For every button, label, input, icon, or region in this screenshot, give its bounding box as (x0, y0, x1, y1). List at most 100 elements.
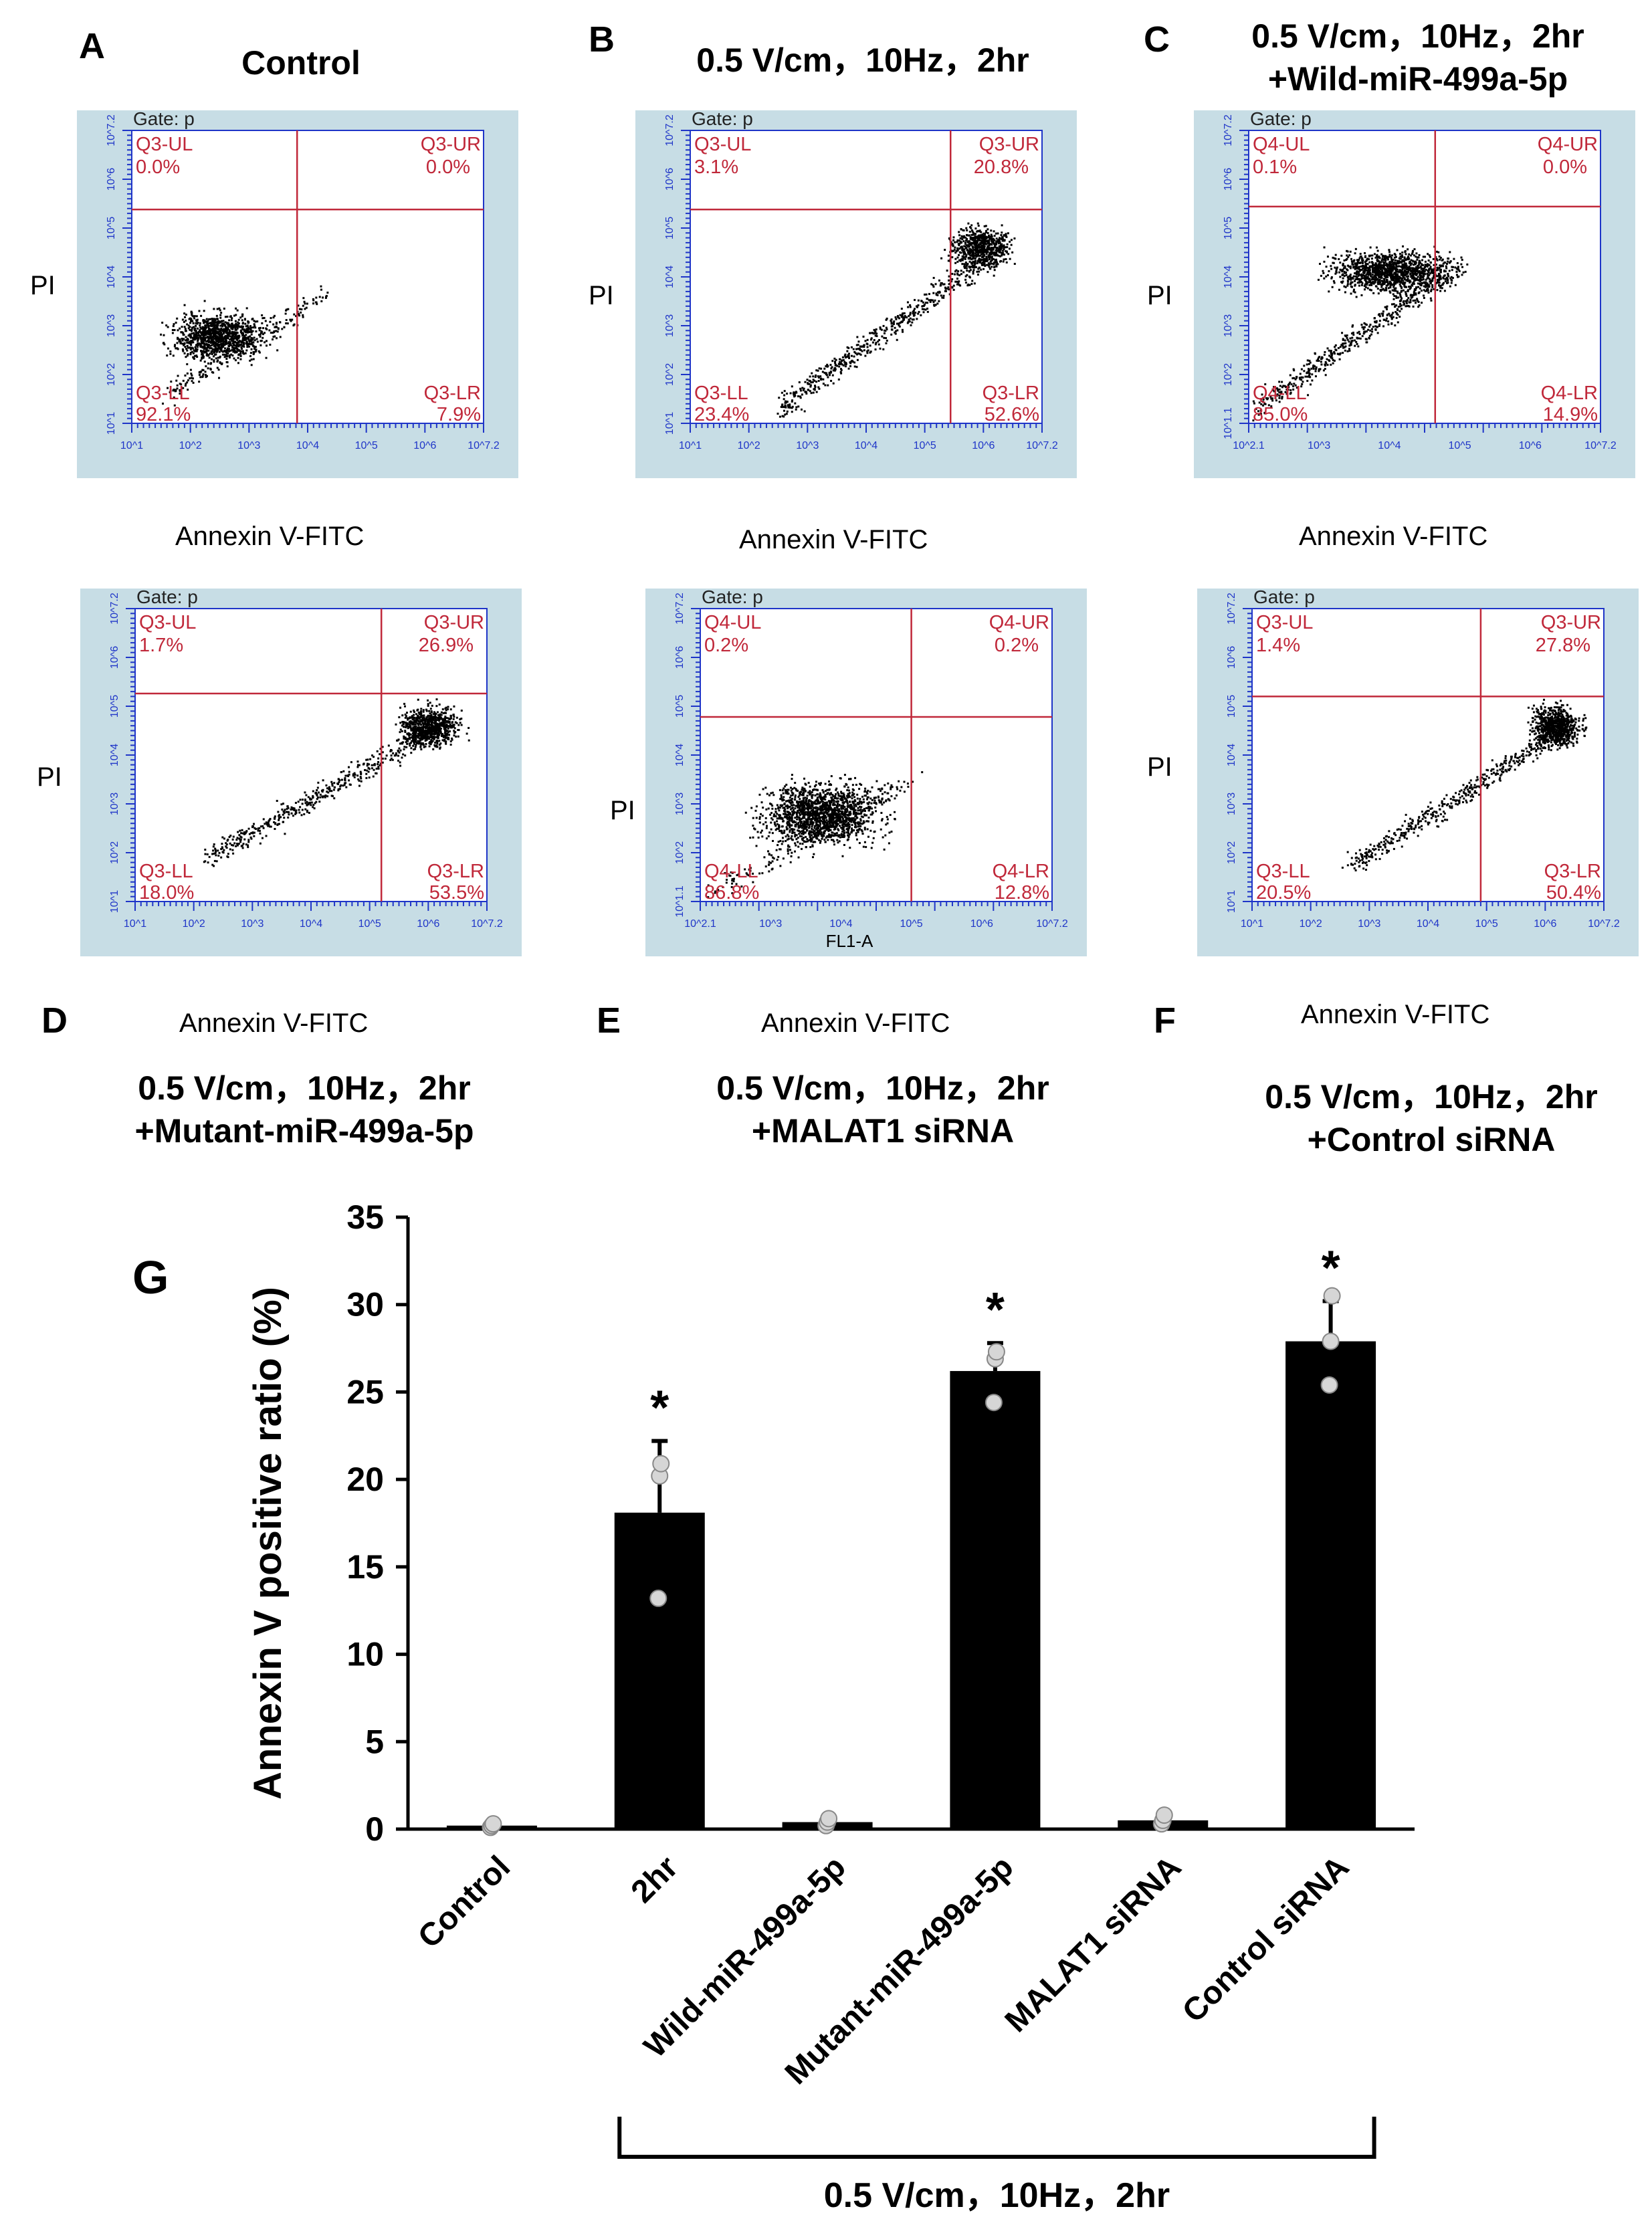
quadrant-ul-name: Q3-UL (136, 134, 193, 155)
y-axis-label: Annexin V positive ratio (%) (246, 1287, 290, 1800)
panel-e-ylabel: PI (610, 796, 635, 825)
facs-plot-e: 10^2.1 10^3 10^4 10^5 10^6 10^7.2 10^1.1 10^2 10… (645, 589, 1087, 956)
y-tick-label: 20 (346, 1461, 384, 1498)
facs-plot-area (690, 130, 1043, 424)
facs-y-tick-label: 10^7.2 (674, 593, 686, 625)
facs-y-tick-label: 10^6 (1226, 646, 1237, 669)
quadrant-lr-value: 7.9% (437, 404, 481, 425)
quadrant-ur-name: Q3-UR (979, 134, 1039, 155)
group-bracket-label: 0.5 V/cm，10Hz，2hr (824, 2176, 1170, 2215)
gate-label: Gate: p (692, 110, 753, 129)
facs-x-tick-label: 10^5 (355, 440, 378, 451)
facs-x-tick-label: 10^7.2 (471, 918, 503, 930)
panel-a-title-line: Control (241, 44, 360, 82)
panel-letter-d: D (41, 1000, 68, 1041)
facs-x-tick-label: 10^1 (124, 918, 146, 930)
facs-x-tick-label: 10^3 (759, 918, 782, 930)
data-point (649, 1589, 667, 1607)
facs-dots (777, 222, 1016, 418)
panel-e-xlabel: Annexin V-FITC (761, 1009, 950, 1038)
quadrant-ul-value: 0.2% (704, 635, 748, 656)
facs-x-tick-label: 10^4 (1378, 440, 1401, 451)
facs-y-tick-label: 10^1 (109, 890, 120, 913)
panel-e-title: 0.5 V/cm，10Hz，2hr +MALAT1 siRNA (669, 1067, 1097, 1152)
facs-plot-area (1248, 130, 1601, 424)
facs-x-tick-label: 10^2 (179, 440, 202, 451)
facs-svg: 10^2.1 10^3 10^4 10^5 10^6 10^7.2 10^1.1 10^2 10… (674, 589, 1068, 951)
facs-dots (707, 771, 924, 898)
facs-x-tick-label: 10^2.1 (1233, 440, 1265, 451)
quadrant-ll-value: 20.5% (1256, 882, 1311, 904)
facs-y-tick-label: 10^1 (106, 412, 117, 435)
data-point (1323, 1287, 1341, 1305)
bar-3 (950, 1371, 1041, 1829)
data-point (1155, 1806, 1173, 1824)
facs-y-tick-label: 10^2 (1226, 841, 1237, 864)
panel-a-title: Control (167, 41, 435, 84)
y-tick-label: 10 (346, 1636, 384, 1673)
panel-f-xlabel: Annexin V-FITC (1301, 1000, 1490, 1029)
quadrant-ll-name: Q3-LL (694, 383, 748, 404)
data-point (987, 1343, 1005, 1361)
quadrant-ur-value: 20.8% (974, 156, 1029, 178)
quadrant-ur-value: 0.0% (426, 156, 470, 178)
facs-y-tick-label: 10^1.1 (674, 885, 686, 918)
facs-plot-f: 10^1 10^2 10^3 10^4 10^5 10^6 10^7.2 10^1 10^2 10… (1197, 589, 1639, 956)
facs-x-tick-label: 10^6 (417, 918, 439, 930)
facs-x-tick-label: 10^1 (1241, 918, 1263, 930)
quadrant-ll-name: Q3-LL (136, 383, 190, 404)
quadrant-lr-value: 53.5% (429, 882, 484, 904)
facs-x-tick-label: 10^4 (1417, 918, 1439, 930)
quadrant-lr-value: 52.6% (985, 404, 1039, 425)
quadrant-lr-name: Q3-LR (1544, 861, 1601, 882)
panel-c-ylabel: PI (1147, 281, 1172, 310)
quadrant-ul-value: 0.0% (136, 156, 180, 178)
quadrant-lr-name: Q4-LR (1541, 383, 1598, 404)
y-tick-label: 5 (365, 1723, 384, 1760)
panel-letter-a: A (79, 26, 105, 66)
facs-y-tick-label: 10^4 (106, 266, 117, 288)
facs-x-tick-label: 10^7.2 (1584, 440, 1617, 451)
quadrant-ll-value: 18.0% (139, 882, 194, 904)
panel-b-title-line: 0.5 V/cm，10Hz，2hr (696, 41, 1029, 79)
facs-svg: 10^1 10^2 10^3 10^4 10^5 10^6 10^7.2 10^1 10^2 10… (664, 110, 1058, 451)
facs-x-tick-label: 10^7.2 (468, 440, 500, 451)
facs-plot-b: 10^1 10^2 10^3 10^4 10^5 10^6 10^7.2 10^1 10^2 10… (635, 110, 1077, 478)
y-tick-label: 30 (346, 1286, 384, 1324)
facs-x-tick-label: 10^6 (972, 440, 995, 451)
quadrant-lr-name: Q3-LR (983, 383, 1039, 404)
facs-y-tick-label: 10^5 (106, 217, 117, 239)
quadrant-ul-name: Q3-UL (1256, 612, 1313, 633)
panel-b-title: 0.5 V/cm，10Hz，2hr (642, 39, 1083, 82)
data-point (985, 1394, 1003, 1412)
facs-plot-area (1251, 608, 1605, 902)
gate-label: Gate: p (1253, 589, 1315, 607)
quadrant-ll-value: 85.0% (1253, 404, 1308, 425)
panel-letter-b: B (589, 19, 615, 60)
facs-y-tick-label: 10^2 (674, 841, 686, 864)
quadrant-lr-value: 50.4% (1546, 882, 1601, 904)
data-point (1320, 1376, 1338, 1394)
facs-svg: 10^2.1 10^3 10^4 10^5 10^6 10^7.2 10^1.1 10^2 10… (1223, 110, 1617, 451)
panel-letter-e: E (597, 1000, 621, 1041)
quadrant-lr-name: Q4-LR (993, 861, 1049, 882)
facs-y-tick-label: 10^5 (109, 695, 120, 718)
facs-y-tick-label: 10^1 (1226, 890, 1237, 913)
panel-c-title-line-2: +Wild-miR-499a-5p (1267, 60, 1568, 98)
quadrant-ll-name: Q4-LL (704, 861, 758, 882)
facs-plot-c: 10^2.1 10^3 10^4 10^5 10^6 10^7.2 10^1.1 10^2 10… (1194, 110, 1635, 478)
panel-b-xlabel: Annexin V-FITC (739, 525, 928, 554)
panel-f-title-line-2: +Control siRNA (1307, 1121, 1556, 1158)
facs-x-tick-label: 10^6 (1519, 440, 1542, 451)
facs-x-tick-label: 10^2 (738, 440, 760, 451)
quadrant-lr-value: 12.8% (995, 882, 1049, 904)
facs-y-tick-label: 10^4 (1226, 744, 1237, 766)
facs-x-tick-label: 10^7.2 (1026, 440, 1058, 451)
facs-y-tick-label: 10^4 (1223, 266, 1234, 288)
facs-plot-area (134, 608, 488, 902)
facs-dots (1252, 245, 1469, 422)
y-tick-label: 15 (346, 1548, 384, 1586)
quadrant-ur-value: 27.8% (1536, 635, 1590, 656)
facs-svg: 10^1 10^2 10^3 10^4 10^5 10^6 10^7.2 10^1 10^2 10… (109, 589, 503, 930)
panel-letter-f: F (1154, 1000, 1176, 1041)
